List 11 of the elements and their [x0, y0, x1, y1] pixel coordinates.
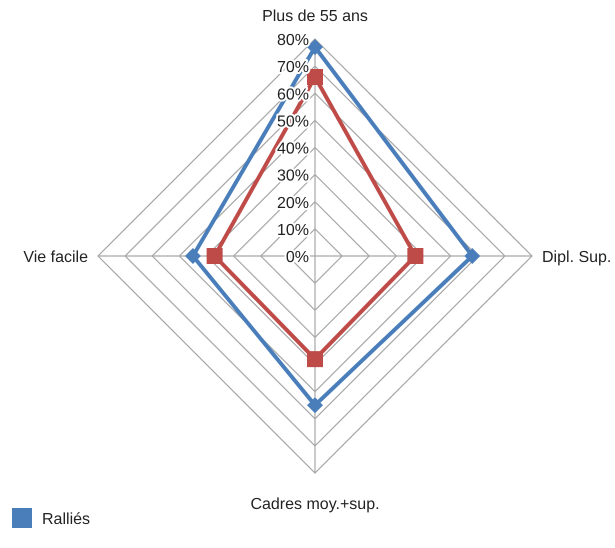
- spoke-label: Plus de 55 ans: [262, 8, 368, 25]
- y-tick-label: 30%: [276, 168, 309, 185]
- y-tick-label: 80%: [276, 32, 309, 49]
- y-tick-label: 10%: [276, 222, 309, 239]
- spoke-label: Vie facile: [23, 249, 88, 266]
- y-tick-label: 40%: [276, 140, 309, 158]
- legend-label: Ralliés: [42, 511, 90, 528]
- y-tick-label: 20%: [276, 194, 309, 212]
- spoke-label: Cadres moy.+sup.: [250, 496, 380, 513]
- spoke-label: Dipl. Sup.: [542, 249, 612, 266]
- y-tick-label: 0%: [286, 249, 309, 266]
